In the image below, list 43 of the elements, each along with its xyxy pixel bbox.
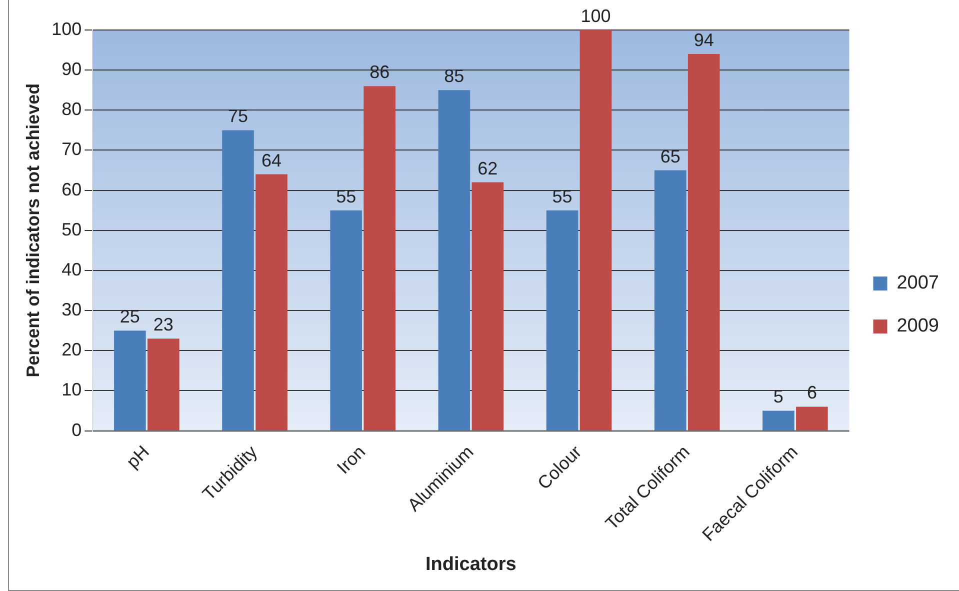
data-label: 75 [228,106,248,126]
bar [148,338,180,430]
data-label: 64 [262,150,282,170]
data-label: 85 [444,66,464,86]
data-label: 23 [153,314,174,335]
bar [546,210,578,430]
data-label: 62 [478,158,498,178]
data-label: 94 [694,30,714,50]
y-tick-label: 80 [62,99,82,120]
bar [796,406,828,430]
y-tick-label: 20 [62,340,82,360]
x-tick-label: Iron [333,442,370,478]
bar [438,90,470,430]
y-axis-title: Percent of indicators not achieved [22,83,43,378]
bar [330,210,362,430]
bar [688,54,720,430]
y-tick-label: 60 [62,179,82,200]
x-axis-title: Indicators [426,554,516,575]
x-tick-label: pH [122,442,154,472]
bar [256,174,288,430]
bar [472,182,504,430]
y-tick-label: 0 [72,420,82,440]
y-tick-label: 10 [62,380,82,400]
y-tick-label: 50 [62,219,82,240]
y-tick-label: 40 [62,259,82,280]
y-tick-label: 100 [52,18,82,39]
legend-label: 2009 [896,316,940,337]
bar [114,330,146,430]
data-label: 25 [120,306,140,327]
data-label: 55 [552,186,572,206]
data-label: 55 [336,186,356,206]
bar [580,30,612,430]
data-label: 5 [773,386,784,407]
legend-label: 2007 [896,272,940,294]
y-tick-label: 30 [62,300,82,320]
y-tick-label: 70 [62,139,82,160]
data-label: 100 [580,6,611,26]
bar [762,410,794,430]
bar [222,130,254,430]
bar [364,86,396,430]
data-label: 65 [660,146,680,166]
bar [654,170,686,430]
y-tick-label: 90 [62,59,82,80]
